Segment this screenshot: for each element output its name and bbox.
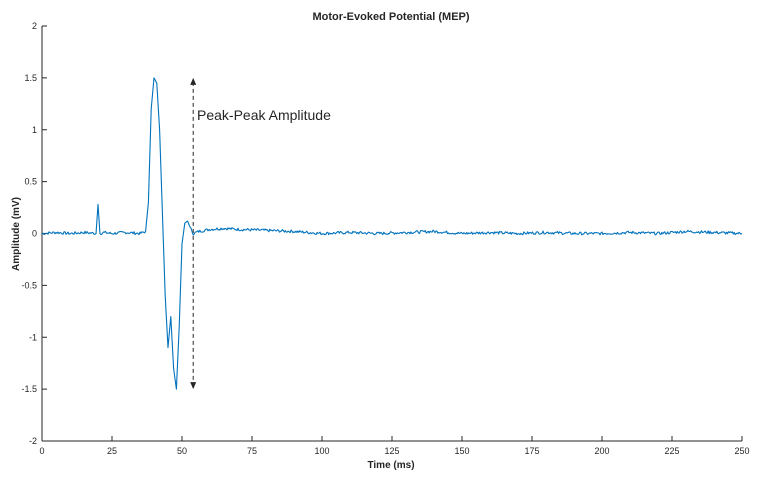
arrow-up-icon bbox=[190, 77, 197, 85]
x-tick-label: 175 bbox=[524, 446, 539, 456]
y-tick-label: 1.5 bbox=[24, 73, 37, 83]
x-tick-label: 75 bbox=[247, 446, 257, 456]
arrow-down-icon bbox=[190, 382, 197, 390]
y-tick-label: -0.5 bbox=[21, 280, 37, 290]
x-tick-label: 100 bbox=[314, 446, 329, 456]
x-tick-label: 0 bbox=[39, 446, 44, 456]
y-tick-label: -2 bbox=[29, 436, 37, 446]
y-tick-label: 0.5 bbox=[24, 177, 37, 187]
x-tick-label: 225 bbox=[664, 446, 679, 456]
ticks: 0 25 50 75 100 125 150 175 200 225 250 -2 -1.5 -1 -0.5… bbox=[21, 21, 749, 456]
y-tick-label: -1.5 bbox=[21, 384, 37, 394]
y-tick-label: 2 bbox=[32, 21, 37, 31]
annotation-group: Peak-Peak Amplitude bbox=[190, 77, 331, 390]
x-tick-label: 250 bbox=[734, 446, 749, 456]
y-tick-label: -1 bbox=[29, 332, 37, 342]
x-tick-label: 25 bbox=[107, 446, 117, 456]
peak-peak-annotation: Peak-Peak Amplitude bbox=[197, 107, 331, 123]
y-tick-label: 1 bbox=[32, 125, 37, 135]
x-tick-label: 50 bbox=[177, 446, 187, 456]
mep-trace-line bbox=[41, 77, 743, 390]
x-tick-label: 200 bbox=[594, 446, 609, 456]
y-axis-label: Amplitude (mV) bbox=[11, 197, 22, 271]
chart-title: Motor-Evoked Potential (MEP) bbox=[312, 11, 469, 23]
x-tick-label: 125 bbox=[384, 446, 399, 456]
x-axis-label: Time (ms) bbox=[367, 460, 414, 471]
x-tick-label: 150 bbox=[454, 446, 469, 456]
y-tick-label: 0 bbox=[32, 229, 37, 239]
series-group bbox=[41, 77, 743, 390]
